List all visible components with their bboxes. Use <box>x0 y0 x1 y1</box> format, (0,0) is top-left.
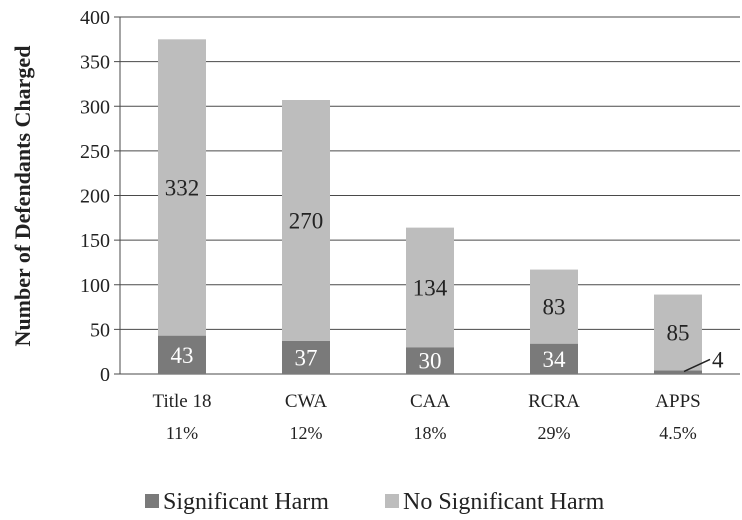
x-category-label: Title 18 <box>153 391 212 412</box>
bar-significant-harm <box>158 335 206 374</box>
y-tick-label: 400 <box>80 7 110 29</box>
y-tick-label: 250 <box>80 141 110 163</box>
x-percent-label: 4.5% <box>659 423 697 443</box>
data-label-leader-line <box>683 358 711 373</box>
x-category-label: CAA <box>410 391 450 412</box>
bar-no-significant-harm <box>282 100 330 341</box>
bar-significant-harm <box>406 347 454 374</box>
labels: 0 50 100 150 200 250 300 350 400 43 332 Title 18 11%… <box>80 7 724 443</box>
data-label-significant-harm: 37 <box>295 345 318 370</box>
data-label-significant-harm: 30 <box>419 349 442 374</box>
x-percent-label: 11% <box>166 423 198 443</box>
bar-no-significant-harm <box>654 294 702 371</box>
data-label-no-significant-harm: 85 <box>667 320 690 345</box>
x-percent-label: 12% <box>290 423 323 443</box>
bar-no-significant-harm <box>530 269 578 344</box>
x-category-label: RCRA <box>528 391 580 412</box>
data-label-no-significant-harm: 332 <box>165 175 200 200</box>
data-label-significant-harm: 4 <box>712 347 724 372</box>
bars <box>158 39 702 374</box>
y-tick-label: 100 <box>80 275 110 297</box>
x-percent-label: 18% <box>414 423 447 443</box>
y-axis-label: Number of Defendants Charged <box>10 46 35 347</box>
data-label-no-significant-harm: 83 <box>543 295 566 320</box>
x-category-label: APPS <box>655 391 700 412</box>
data-label-no-significant-harm: 270 <box>289 208 324 233</box>
data-label-no-significant-harm: 134 <box>413 275 448 300</box>
y-tick-label: 50 <box>90 319 110 341</box>
data-label-significant-harm: 43 <box>171 343 194 368</box>
legend-swatch-significant-harm <box>145 494 159 508</box>
bar-significant-harm <box>654 370 702 374</box>
data-label-significant-harm: 34 <box>543 347 567 372</box>
y-tick-label: 300 <box>80 96 110 118</box>
x-percent-label: 29% <box>538 423 571 443</box>
bar-significant-harm <box>530 343 578 374</box>
legend: Significant Harm No Significant Harm <box>145 489 605 515</box>
y-tick-label: 350 <box>80 52 110 74</box>
y-tick-label: 0 <box>100 364 110 386</box>
x-category-label: CWA <box>285 391 328 412</box>
bar-significant-harm <box>282 340 330 374</box>
bar-no-significant-harm <box>406 227 454 348</box>
legend-label-significant-harm: Significant Harm <box>163 489 329 515</box>
y-tick-label: 150 <box>80 230 110 252</box>
legend-swatch-no-significant-harm <box>385 494 399 508</box>
legend-label-no-significant-harm: No Significant Harm <box>403 489 605 515</box>
bar-no-significant-harm <box>158 39 206 336</box>
y-tick-label: 200 <box>80 186 110 208</box>
